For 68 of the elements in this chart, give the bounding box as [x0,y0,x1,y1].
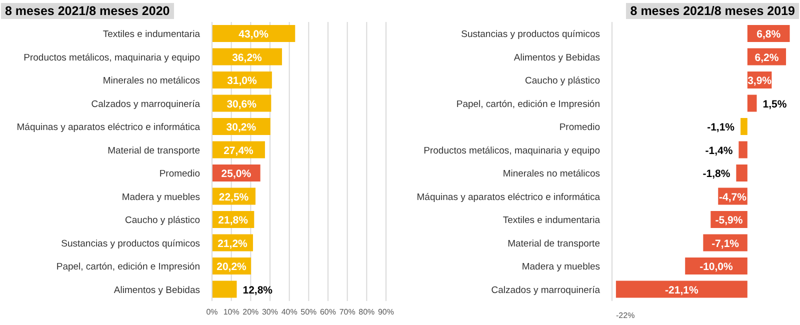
y-tick-label: Calzados y marroquinería [91,98,201,110]
y-tick-label: Madera y muebles [122,192,200,203]
bar [212,25,296,42]
text: -22% [616,311,635,320]
y-tick-label: Caucho y plástico [125,215,200,226]
y-tick-label: Calzados y marroquinería [491,284,601,296]
data-label: 30,6% [226,98,258,110]
data-label: 31,0% [227,75,258,87]
data-label: -21,1% [665,284,699,296]
data-label: -7,1% [712,238,740,250]
text: 8 meses 2021/8 meses 2020 [1,3,174,19]
y-tick-label: Promedio [559,122,600,134]
data-label: -4,7% [719,191,748,204]
bar [616,280,748,298]
bar [736,164,748,182]
x-tick-label: 10% [223,308,240,317]
data-label: 30,2% [226,122,257,134]
x-tick-label: 50% [300,308,317,317]
data-label: 6,2% [754,52,780,64]
data-label: 43,0% [238,28,270,40]
data-label: 36,2% [232,52,263,64]
y-tick-label: Material de transporte [508,238,600,250]
y-tick-label: Máquinas y aparatos eléctrico e informática [16,122,201,134]
x-tick-label: 20% [242,308,259,317]
y-tick-label: Minerales no metálicos [502,168,600,180]
y-tick-label: Máquinas y aparatos eléctrico e informática [416,192,601,203]
data-label: 20,2% [216,261,248,273]
data-label: 21,8% [218,214,249,226]
data-label: 25,0% [221,168,252,180]
y-tick-label: Minerales no metálicos [102,76,200,87]
y-tick-label: Productos metálicos, maquinaria y equipo [424,145,600,156]
y-tick-label: Promedio [159,168,200,180]
bar [747,94,757,112]
y-tick-label: Productos metálicos, maquinaria y equipo [24,52,200,64]
y-tick-label: Caucho y plástico [525,76,600,87]
data-label: 3,9% [748,75,772,87]
y-tick-label: Textiles e indumentaria [502,215,601,226]
y-tick-label: Alimentos y Bebidas [114,284,200,296]
data-label: -1,1% [707,122,736,134]
y-tick-label: Sustancias y productos químicos [61,238,200,250]
data-label: -1,4% [705,144,734,157]
x-tick-label: 90% [378,308,394,317]
data-label: 21,2% [218,238,248,250]
y-tick-label: Sustancias y productos químicos [461,29,600,40]
chart-title: 8 meses 2021/8 meses 2019 [626,3,799,19]
y-tick-label: Textiles e indumentaria [102,29,201,40]
data-label: 12,8% [242,284,274,296]
data-label: -10,0% [700,261,734,273]
data-label: 1,5% [762,98,788,110]
x-tick-label: 0% [206,308,218,317]
data-label: 6,8% [756,28,782,40]
bar [740,118,748,135]
data-label: 22,5% [218,191,250,204]
data-label: -5,9% [715,214,744,226]
x-tick-label: 70% [339,308,356,317]
y-tick-label: Papel, cartón, edición e Impresión [56,262,200,273]
x-tick-label: 40% [281,308,298,317]
x-tick-label: 30% [262,308,278,317]
bar [212,280,237,298]
bar [738,141,748,158]
y-tick-label: Madera y muebles [522,262,600,273]
y-tick-label: Material de transporte [108,145,200,156]
x-tick-label: 80% [358,308,375,317]
data-label: -1,8% [702,168,731,180]
y-tick-label: Alimentos y Bebidas [514,52,600,64]
y-tick-label: Papel, cartón, edición e Impresión [456,98,600,110]
data-label: 27,4% [224,144,254,157]
x-tick-label: 60% [320,308,336,317]
